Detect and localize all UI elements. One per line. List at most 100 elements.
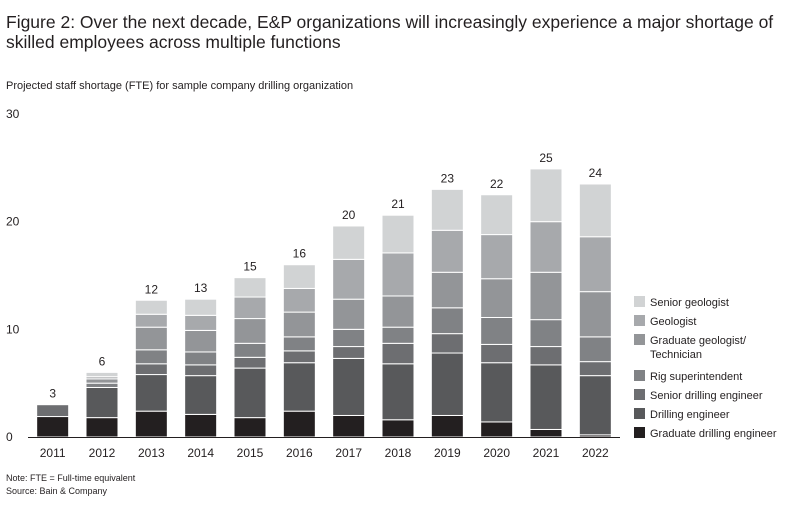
y-tick-label: 20 [6,215,20,229]
legend-swatch-6 [634,296,645,307]
y-tick-label: 10 [6,322,20,336]
total-label-2019: 23 [441,171,455,185]
bar-segment-2022-5 [578,236,612,293]
bar-segment-2012-4 [85,378,119,384]
legend-label-3: Rig superintendent [650,371,742,383]
bar-segment-2012-1 [85,386,119,419]
total-label-2020: 22 [490,177,504,191]
bar-segment-2019-2 [430,333,464,354]
x-axis: 2011 2012 2013 2014 2015 2016 2017 2018 2019 2020… [28,437,620,460]
bar-segment-2019-5 [430,229,464,273]
y-tick-label: 30 [6,107,20,121]
x-tick-label-2020: 2020 [483,446,510,460]
bar-segment-2015-1 [233,367,267,419]
bar-segment-2018-6 [381,214,415,254]
bar-segment-2020-1 [480,362,514,423]
bar-segment-2020-3 [480,316,514,345]
bar-segment-2016-5 [282,287,316,313]
x-tick-label-2013: 2013 [138,446,165,460]
total-label-2011: 3 [49,387,56,401]
bar-segment-2020-6 [480,194,514,236]
bar-segment-2013-2 [134,363,168,376]
total-label-2021: 25 [539,151,553,165]
x-tick-label-2015: 2015 [237,446,264,460]
bar-segment-2015-0 [233,417,267,438]
bar-segment-2018-5 [381,252,415,297]
bar-segment-2016-6 [282,264,316,289]
x-tick-label-2011: 2011 [40,446,66,460]
bar-segment-2022-2 [578,361,612,377]
legend-swatch-2 [634,389,645,400]
legend-label-4: Graduate geologist/Technician [650,335,747,361]
bar-segment-2014-3 [184,351,218,366]
bar-segment-2022-3 [578,336,612,363]
bar-segment-2014-4 [184,329,218,353]
bar-segment-2016-3 [282,336,316,352]
bar-segment-2021-1 [529,364,563,430]
y-axis: 0 10 20 30 [6,107,20,444]
bar-segment-2017-5 [332,258,366,300]
bar-segment-2013-1 [134,374,168,412]
bar-segment-2016-0 [282,410,316,438]
x-tick-label-2019: 2019 [434,446,461,460]
bar-segment-2017-6 [332,225,366,260]
bar-segment-2020-5 [480,234,514,280]
legend-label-2: Senior drilling engineer [650,390,763,402]
bar-segment-2017-2 [332,346,366,359]
bar-segment-2015-4 [233,318,267,344]
bar-segment-2021-3 [529,319,563,348]
x-tick-label-2012: 2012 [89,446,116,460]
bar-segment-2015-5 [233,296,267,320]
total-label-2018: 21 [391,197,405,211]
bar-segment-2019-0 [430,414,464,438]
bar-segment-2012-6 [85,371,119,378]
bar-segment-2018-0 [381,419,415,438]
bar-segment-2011-2 [36,404,70,418]
bar-segment-2019-1 [430,352,464,416]
bar-segment-2014-0 [184,413,218,438]
bar-segment-2018-1 [381,363,415,421]
bar-segment-2022-4 [578,291,612,338]
bar-segment-2021-5 [529,221,563,273]
legend-swatch-3 [634,370,645,381]
legend-label-6: Senior geologist [650,297,729,309]
footnote: Note: FTE = Full-time equivalent [6,473,136,483]
bar-segment-2011-0 [36,416,70,438]
x-tick-label-2014: 2014 [187,446,214,460]
bar-segment-2012-0 [85,417,119,438]
total-label-2014: 13 [194,281,208,295]
bar-segment-2016-4 [282,311,316,338]
bar-segment-2020-2 [480,343,514,364]
bar-segment-2014-5 [184,314,218,331]
total-label-2022: 24 [589,166,603,180]
total-label-2016: 16 [293,247,307,261]
bar-segment-2012-3 [85,382,119,388]
y-tick-label: 0 [6,430,13,444]
legend-label-5: Geologist [650,316,696,328]
chart-title: Figure 2: Over the next decade, E&P orga… [6,12,774,52]
bar-segment-2021-2 [529,346,563,366]
bar-segment-2016-2 [282,350,316,364]
bar-segment-2014-2 [184,364,218,377]
bar-segment-2018-3 [381,326,415,344]
total-label-2012: 6 [99,354,106,368]
source-note: Source: Bain & Company [6,486,108,496]
x-tick-label-2016: 2016 [286,446,313,460]
bar-segment-2022-1 [578,375,612,436]
bar-segment-2019-4 [430,271,464,309]
total-label-2015: 15 [243,260,257,274]
bars-group [36,168,612,438]
bar-segment-2022-6 [578,183,612,238]
bar-segment-2015-2 [233,356,267,369]
chart-subtitle: Projected staff shortage (FTE) for sampl… [6,80,354,92]
bar-segment-2021-6 [529,168,563,223]
bar-segment-2018-4 [381,295,415,328]
legend: Senior geologist Geologist Graduate geolog… [634,296,777,440]
total-labels: 3 6 12 13 15 16 20 21 23 22 25 24 [49,151,602,401]
bar-segment-2015-6 [233,277,267,298]
bar-segment-2017-4 [332,298,366,330]
bar-segment-2013-6 [134,299,168,315]
bar-segment-2020-0 [480,421,514,438]
x-tick-label-2022: 2022 [582,446,609,460]
